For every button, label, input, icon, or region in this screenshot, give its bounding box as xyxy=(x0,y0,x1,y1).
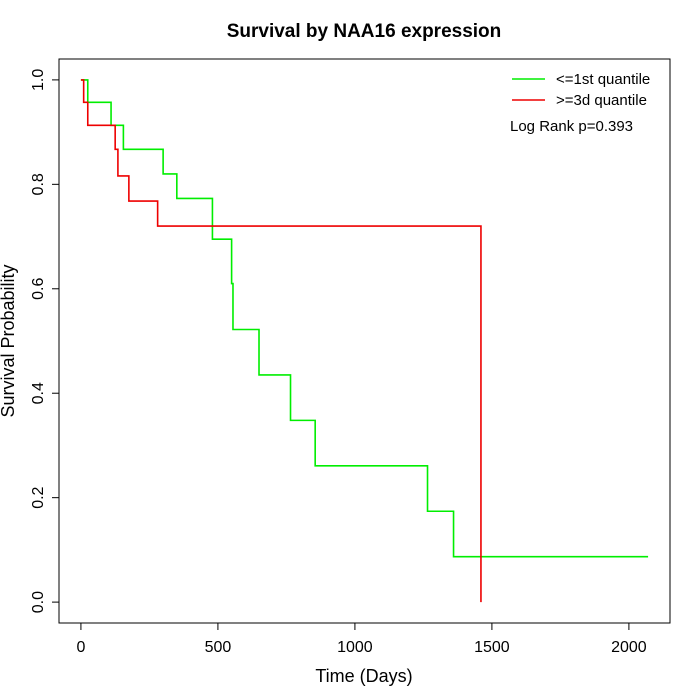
y-tick-label: 0.0 xyxy=(30,591,47,613)
legend-label-high: >=3d quantile xyxy=(556,92,647,109)
y-axis-label: Survival Probability xyxy=(0,264,18,417)
y-tick-label: 0.2 xyxy=(30,486,47,508)
x-tick-label: 2000 xyxy=(611,639,647,656)
x-axis: 0 500 1000 1500 2000 xyxy=(76,622,647,656)
y-axis: 0.0 0.2 0.4 0.6 0.8 1.0 xyxy=(30,69,60,613)
legend-label-low: <=1st quantile xyxy=(556,71,650,88)
x-tick-label: 0 xyxy=(76,639,85,656)
chart-title: Survival by NAA16 expression xyxy=(227,21,502,42)
y-tick-label: 0.8 xyxy=(30,173,47,195)
series-layer xyxy=(80,79,649,603)
y-tick-label: 0.6 xyxy=(30,278,47,300)
legend: <=1st quantile >=3d quantile xyxy=(512,71,650,109)
x-tick-label: 1500 xyxy=(474,639,510,656)
plot-frame xyxy=(58,58,671,624)
log-rank-annotation: Log Rank p=0.393 xyxy=(510,118,633,135)
y-tick-label: 0.4 xyxy=(30,382,47,404)
series-line-low-expression xyxy=(80,79,649,558)
x-tick-label: 500 xyxy=(205,639,232,656)
x-axis-label: Time (Days) xyxy=(315,666,412,686)
series-line-high-expression xyxy=(80,79,482,603)
y-tick-label: 1.0 xyxy=(30,69,47,91)
x-tick-label: 1000 xyxy=(337,639,373,656)
